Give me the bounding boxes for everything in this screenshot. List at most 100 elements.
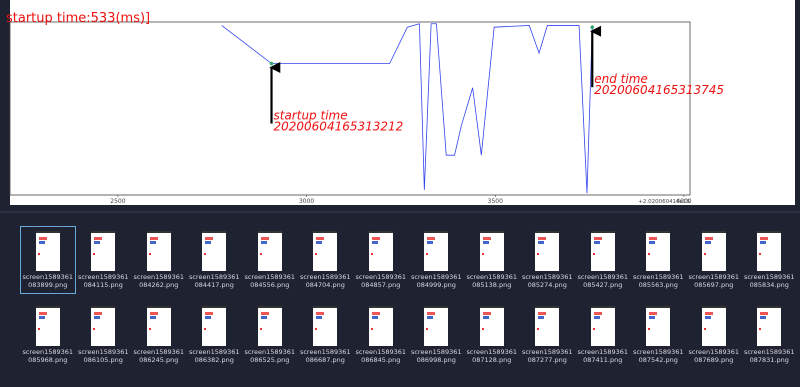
thumbnail xyxy=(424,306,448,346)
file-name-line: screen1589361 xyxy=(688,273,739,281)
file-name-line: screen1589361 xyxy=(300,273,351,281)
file-name-line: 084999.png xyxy=(411,281,462,289)
x-tick-label: 4000 xyxy=(676,198,691,205)
file-name-line: screen1589361 xyxy=(744,348,795,356)
thumbnail xyxy=(591,231,615,271)
chart-title: startup time:533(ms)] xyxy=(6,11,150,26)
thumbnail xyxy=(424,231,448,271)
file-name: screen1589361085138.png xyxy=(466,273,517,289)
file-name-line: 084857.png xyxy=(355,281,406,289)
file-name-line: 084704.png xyxy=(300,281,351,289)
file-name-line: 085968.png xyxy=(22,356,73,364)
thumbnail xyxy=(480,231,504,271)
file-name-line: 085563.png xyxy=(633,281,684,289)
file-name-line: 086245.png xyxy=(133,356,184,364)
file-name-line: screen1589361 xyxy=(78,348,129,356)
thumbnail xyxy=(91,306,115,346)
file-name-line: screen1589361 xyxy=(688,348,739,356)
thumbnail xyxy=(480,306,504,346)
file-name-line: 086687.png xyxy=(300,356,351,364)
file-name-line: 085697.png xyxy=(688,281,739,289)
file-name-line: 087542.png xyxy=(633,356,684,364)
thumbnail xyxy=(757,231,781,271)
thumbnail xyxy=(313,306,337,346)
file-name-line: screen1589361 xyxy=(355,273,406,281)
file-name: screen1589361084262.png xyxy=(133,273,184,289)
thumbnail xyxy=(535,231,559,271)
file-name-line: 087128.png xyxy=(466,356,517,364)
file-name-line: screen1589361 xyxy=(78,273,129,281)
file-name: screen1589361084115.png xyxy=(78,273,129,289)
thumbnail xyxy=(258,306,282,346)
file-name: screen1589361085274.png xyxy=(522,273,573,289)
file-name-line: screen1589361 xyxy=(22,273,73,281)
x-tick-label: 3500 xyxy=(488,198,503,205)
file-name: screen1589361086525.png xyxy=(244,348,295,364)
thumbnail xyxy=(646,306,670,346)
file-name-line: 086845.png xyxy=(355,356,406,364)
file-name-line: screen1589361 xyxy=(466,348,517,356)
file-name-line: screen1589361 xyxy=(633,348,684,356)
file-name-line: 084115.png xyxy=(78,281,129,289)
thumbnail xyxy=(369,306,393,346)
file-name-line: screen1589361 xyxy=(466,273,517,281)
file-name-line: screen1589361 xyxy=(744,273,795,281)
file-name-line: 084417.png xyxy=(189,281,240,289)
file-name-line: 083899.png xyxy=(22,281,73,289)
file-name: screen1589361086105.png xyxy=(78,348,129,364)
file-name-line: screen1589361 xyxy=(577,348,628,356)
file-name-line: screen1589361 xyxy=(411,273,462,281)
file-name-line: screen1589361 xyxy=(244,273,295,281)
thumbnail xyxy=(313,231,337,271)
file-name: screen1589361085834.png xyxy=(744,273,795,289)
file-name: screen1589361085427.png xyxy=(577,273,628,289)
file-name-line: screen1589361 xyxy=(522,348,573,356)
file-name-line: 086105.png xyxy=(78,356,129,364)
x-tick-label: 3000 xyxy=(299,198,314,205)
thumbnail xyxy=(147,231,171,271)
file-name-line: 085427.png xyxy=(577,281,628,289)
thumbnail xyxy=(91,231,115,271)
file-name-line: 086382.png xyxy=(189,356,240,364)
file-name: screen1589361086687.png xyxy=(300,348,351,364)
annotation-text: 20200604165313745 xyxy=(594,83,724,97)
file-name-line: screen1589361 xyxy=(22,348,73,356)
thumbnail xyxy=(702,231,726,271)
